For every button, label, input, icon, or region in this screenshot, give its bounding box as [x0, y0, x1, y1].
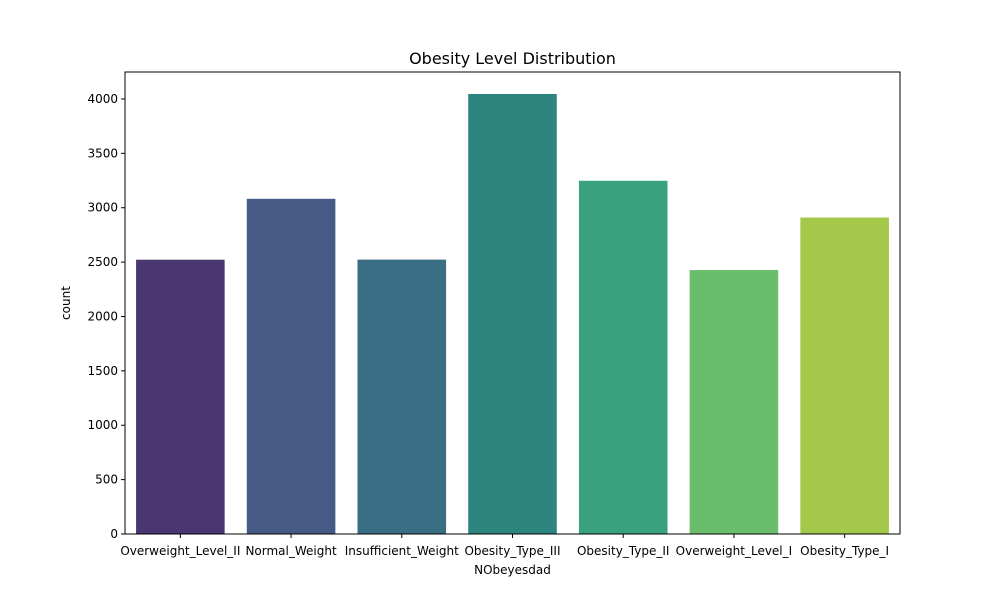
x-tick-label: Normal_Weight — [245, 544, 337, 558]
y-tick-label: 500 — [95, 473, 118, 487]
y-tick-label: 2000 — [87, 309, 118, 323]
x-axis: Overweight_Level_II Normal_Weight Insuffic… — [120, 534, 889, 558]
x-tick-label: Obesity_Type_I — [800, 544, 889, 558]
x-tick-label: Overweight_Level_II — [120, 544, 240, 558]
bar-overweight-level-ii — [136, 259, 225, 534]
y-tick-label: 2500 — [87, 255, 118, 269]
y-axis: 0 500 1000 1500 2000 2500 3000 3500 4000 — [87, 92, 125, 541]
x-tick-label: Obesity_Type_II — [577, 544, 669, 558]
bar-overweight-level-i — [689, 270, 779, 534]
y-tick-label: 3500 — [87, 146, 118, 160]
bar-obesity-type-ii — [578, 180, 668, 534]
y-tick-label: 1500 — [87, 364, 118, 378]
x-tick-label: Overweight_Level_I — [676, 544, 793, 558]
y-tick-label: 1000 — [87, 418, 118, 432]
bar-obesity-type-iii — [468, 93, 557, 534]
x-tick-label: Insufficient_Weight — [345, 544, 459, 558]
y-axis-label: count — [59, 286, 73, 320]
y-tick-label: 3000 — [87, 201, 118, 215]
y-tick-label: 4000 — [87, 92, 118, 106]
bar-normal-weight — [246, 198, 336, 534]
x-axis-label: NObeyesdad — [474, 563, 551, 577]
y-tick-label: 0 — [110, 527, 118, 541]
bars-group — [136, 93, 889, 534]
x-tick-label: Obesity_Type_III — [464, 544, 560, 558]
bar-insufficient-weight — [357, 259, 447, 534]
bar-obesity-type-i — [800, 217, 889, 534]
chart-title: Obesity Level Distribution — [409, 49, 616, 68]
